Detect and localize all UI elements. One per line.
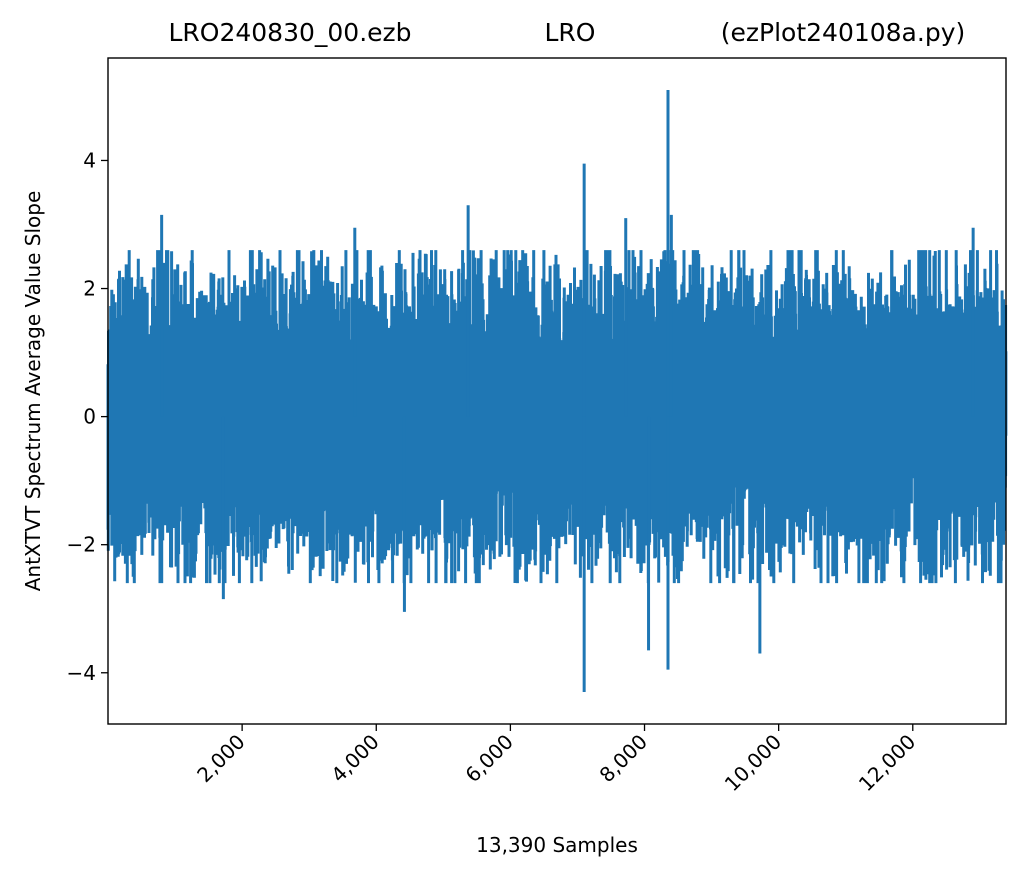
x-axis: 2,000 4,000 6,000 8,000 10,000 12,000	[192, 724, 920, 796]
y-tick-label: −2	[67, 533, 96, 557]
y-axis-label: AntXTVT Spectrum Average Value Slope	[21, 191, 45, 592]
x-tick-label: 8,000	[595, 730, 652, 787]
x-tick-label: 12,000	[854, 730, 920, 796]
y-tick-label: −4	[67, 661, 96, 685]
plot-frame	[107, 57, 1007, 725]
x-tick-label: 2,000	[192, 730, 249, 787]
series-line	[106, 90, 1008, 692]
x-tick-label: 6,000	[460, 730, 517, 787]
x-tick-label: 4,000	[326, 730, 383, 787]
y-axis: −4 −2 0 2 4	[67, 148, 108, 685]
y-tick-label: 4	[83, 148, 96, 172]
x-axis-label: 13,390 Samples	[476, 833, 638, 857]
y-tick-label: 2	[83, 277, 96, 301]
x-tick-label: 10,000	[720, 730, 786, 796]
chart-title-right: (ezPlot240108a.py)	[721, 18, 966, 47]
chart-title-center: LRO	[545, 18, 596, 47]
series-trace	[106, 250, 1008, 584]
chart-title-left: LRO240830_00.ezb	[168, 18, 411, 47]
y-tick-label: 0	[83, 405, 96, 429]
